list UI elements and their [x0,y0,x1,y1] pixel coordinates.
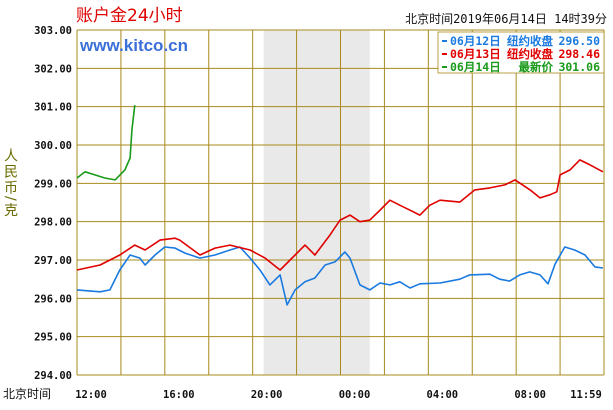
y-tick-label: 297.00 [34,255,72,267]
legend: 06月12日 纽约收盘 296.50 06月13日 纽约收盘 298.46 06月14日 最新… [437,31,605,74]
series-line-06月12日 [76,246,604,306]
y-tick-label: 295.00 [34,332,72,344]
legend-date: 06月14日 [450,60,501,74]
x-tick-labels: 12:00 16:00 20:00 00:00 04:00 08:00 11:59 [75,389,602,401]
legend-label: 纽约收盘 [507,34,553,48]
site-watermark: www.kitco.cn [79,36,188,55]
y-tick-label: 296.00 [34,293,72,305]
legend-value: 296.50 [558,34,600,48]
x-tick-label: 20:00 [251,389,283,401]
y-tick-label: 302.00 [34,63,72,75]
y-tick-label: 300.00 [34,140,72,152]
grid [76,29,605,376]
x-axis-prefix: 北京时间 [3,387,51,401]
y-tick-labels: 303.00 302.00 301.00 300.00 299.00 298.00 297.… [34,25,72,382]
timestamp: 北京时间2019年06月14日 14时39分 [405,12,607,26]
legend-date: 06月13日 [450,47,501,61]
legend-date: 06月12日 [450,34,501,48]
shaded-session-band [263,30,370,375]
legend-label: 纽约收盘 [507,47,553,61]
y-tick-label: 299.00 [34,178,72,190]
x-tick-label: 08:00 [514,389,546,401]
y-tick-label: 301.00 [34,102,72,114]
y-tick-label: 298.00 [34,217,72,229]
x-tick-label: 16:00 [163,389,195,401]
series-lines [76,105,604,306]
legend-value: 301.06 [558,60,600,74]
x-tick-label: 00:00 [339,389,371,401]
x-tick-label: 04:00 [427,389,459,401]
x-tick-label: 12:00 [75,389,107,401]
y-axis-label: 人民币/克 [2,148,18,219]
series-line-06月14日 [76,105,136,181]
series-line-06月13日 [76,159,604,271]
y-tick-label: 294.00 [34,370,72,382]
x-tick-label: 11:59 [570,389,602,401]
chart-title: 账户金24小时 [76,6,183,26]
y-tick-label: 303.00 [34,25,72,37]
legend-value: 298.46 [558,47,600,61]
legend-label: 最新价 [519,60,554,74]
